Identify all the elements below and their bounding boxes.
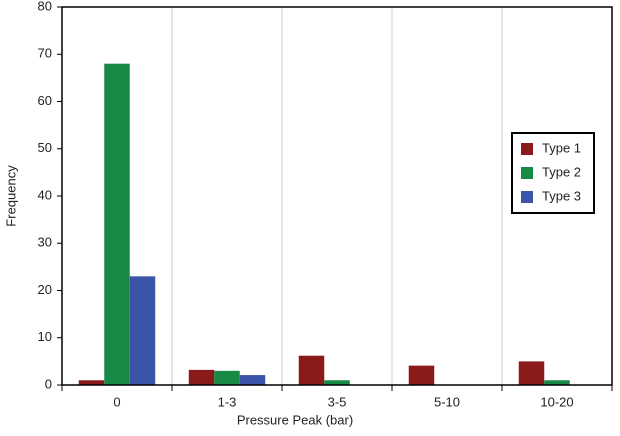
x-tick-label: 1-3: [218, 394, 237, 409]
y-tick-label: 40: [38, 187, 52, 202]
x-tick-label: 0: [113, 394, 120, 409]
bar: [188, 369, 215, 385]
legend-swatch: [521, 143, 533, 155]
y-tick-label: 10: [38, 329, 52, 344]
bar: [408, 365, 435, 385]
legend-label: Type 3: [542, 188, 581, 203]
y-tick-label: 70: [38, 46, 52, 61]
x-tick-label: 5-10: [434, 394, 460, 409]
bar: [129, 276, 156, 385]
x-axis-label: Pressure Peak (bar): [237, 412, 353, 427]
bar: [78, 380, 105, 385]
y-tick-label: 60: [38, 93, 52, 108]
y-tick-label: 30: [38, 235, 52, 250]
x-tick-label: 3-5: [328, 394, 347, 409]
bar: [239, 375, 266, 385]
legend-swatch: [521, 191, 533, 203]
bar: [104, 63, 130, 385]
plot-frame: [61, 6, 613, 386]
y-axis-label: Frequency: [3, 165, 18, 227]
bar: [518, 361, 545, 385]
legend-label: Type 1: [542, 140, 581, 155]
x-tick-label: 10-20: [540, 394, 573, 409]
y-tick-label: 50: [38, 140, 52, 155]
legend-label: Type 2: [542, 164, 581, 179]
bar: [324, 380, 350, 385]
bar: [214, 370, 240, 385]
y-tick-label: 0: [45, 376, 52, 391]
bar: [298, 355, 325, 385]
y-tick-label: 80: [38, 0, 52, 13]
legend-swatch: [521, 167, 533, 179]
bar: [544, 380, 570, 385]
y-tick-label: 20: [38, 282, 52, 297]
